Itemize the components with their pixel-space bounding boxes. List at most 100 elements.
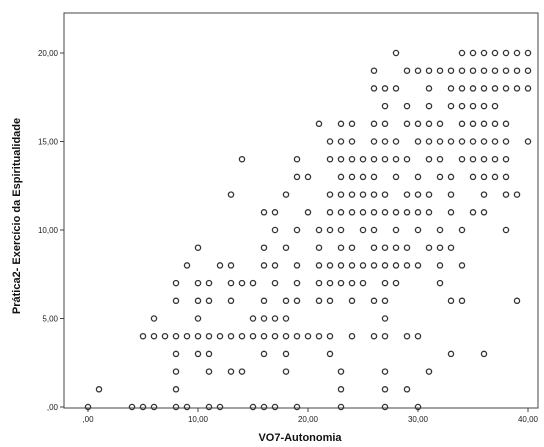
data-point <box>260 315 268 322</box>
data-point <box>392 226 400 234</box>
data-point <box>469 49 477 57</box>
data-point <box>205 279 213 287</box>
data-point <box>425 67 433 74</box>
data-point <box>337 279 345 287</box>
data-point <box>403 120 411 128</box>
data-point <box>458 297 466 305</box>
data-point <box>326 155 334 163</box>
data-point <box>183 262 191 269</box>
data-point <box>392 138 400 145</box>
data-point <box>348 332 356 340</box>
data-point <box>436 120 444 128</box>
data-point <box>227 332 235 340</box>
data-point <box>359 191 367 198</box>
data-point <box>392 49 400 57</box>
data-point <box>403 191 411 198</box>
plot-area-frame <box>63 12 539 409</box>
data-point <box>425 368 433 375</box>
data-point <box>513 85 521 92</box>
data-point <box>337 155 345 163</box>
data-point <box>337 226 345 234</box>
data-point <box>128 403 136 411</box>
data-point <box>84 403 92 411</box>
data-point <box>480 155 488 163</box>
data-point <box>480 173 488 181</box>
data-point <box>337 120 345 128</box>
data-point <box>381 85 389 92</box>
data-point <box>458 49 466 57</box>
data-point <box>403 386 411 393</box>
data-point <box>260 262 268 269</box>
data-point <box>205 332 213 340</box>
data-point <box>271 226 279 234</box>
data-point <box>172 368 180 375</box>
data-point <box>447 173 455 181</box>
data-point <box>381 120 389 128</box>
data-point <box>469 85 477 92</box>
data-point <box>249 403 257 411</box>
data-point <box>480 67 488 74</box>
data-point <box>392 262 400 269</box>
data-point <box>480 85 488 92</box>
data-point <box>238 332 246 340</box>
data-point <box>227 262 235 269</box>
data-point <box>458 226 466 234</box>
data-point <box>502 120 510 128</box>
data-point <box>458 138 466 145</box>
data-point <box>502 67 510 74</box>
data-point <box>359 262 367 269</box>
data-point <box>392 209 400 216</box>
data-point <box>370 244 378 251</box>
data-point <box>304 332 312 340</box>
data-point <box>238 155 246 163</box>
data-point <box>216 332 224 340</box>
data-point <box>370 332 378 340</box>
data-point <box>502 49 510 57</box>
data-point <box>205 350 213 358</box>
data-point <box>260 403 268 411</box>
data-point <box>249 279 257 287</box>
x-axis-title: VO7-Autonomia <box>258 432 342 444</box>
data-point <box>172 279 180 287</box>
data-point <box>359 279 367 287</box>
data-point <box>458 102 466 110</box>
data-point <box>414 120 422 128</box>
data-point <box>183 403 191 411</box>
data-point <box>304 209 312 216</box>
data-point <box>458 262 466 269</box>
data-point <box>403 244 411 251</box>
data-point <box>425 209 433 216</box>
data-point <box>282 297 290 305</box>
data-point <box>381 138 389 145</box>
data-point <box>282 191 290 198</box>
data-point <box>348 155 356 163</box>
data-point <box>227 297 235 305</box>
data-point <box>469 155 477 163</box>
data-point <box>480 49 488 57</box>
data-point <box>315 226 323 234</box>
data-point <box>491 85 499 92</box>
data-point <box>139 403 147 411</box>
data-point <box>447 191 455 198</box>
data-point <box>381 403 389 411</box>
data-point <box>480 120 488 128</box>
data-point <box>447 244 455 251</box>
data-point <box>282 315 290 322</box>
data-point <box>502 173 510 181</box>
data-point <box>216 403 224 411</box>
data-point <box>502 138 510 145</box>
data-point <box>172 297 180 305</box>
data-point <box>271 403 279 411</box>
data-point <box>282 368 290 375</box>
data-point <box>172 332 180 340</box>
data-point <box>337 262 345 269</box>
data-point <box>326 209 334 216</box>
data-point <box>469 67 477 74</box>
data-point <box>414 226 422 234</box>
data-point <box>293 262 301 269</box>
data-point <box>282 332 290 340</box>
data-point <box>326 297 334 305</box>
data-point <box>381 262 389 269</box>
data-point <box>260 350 268 358</box>
